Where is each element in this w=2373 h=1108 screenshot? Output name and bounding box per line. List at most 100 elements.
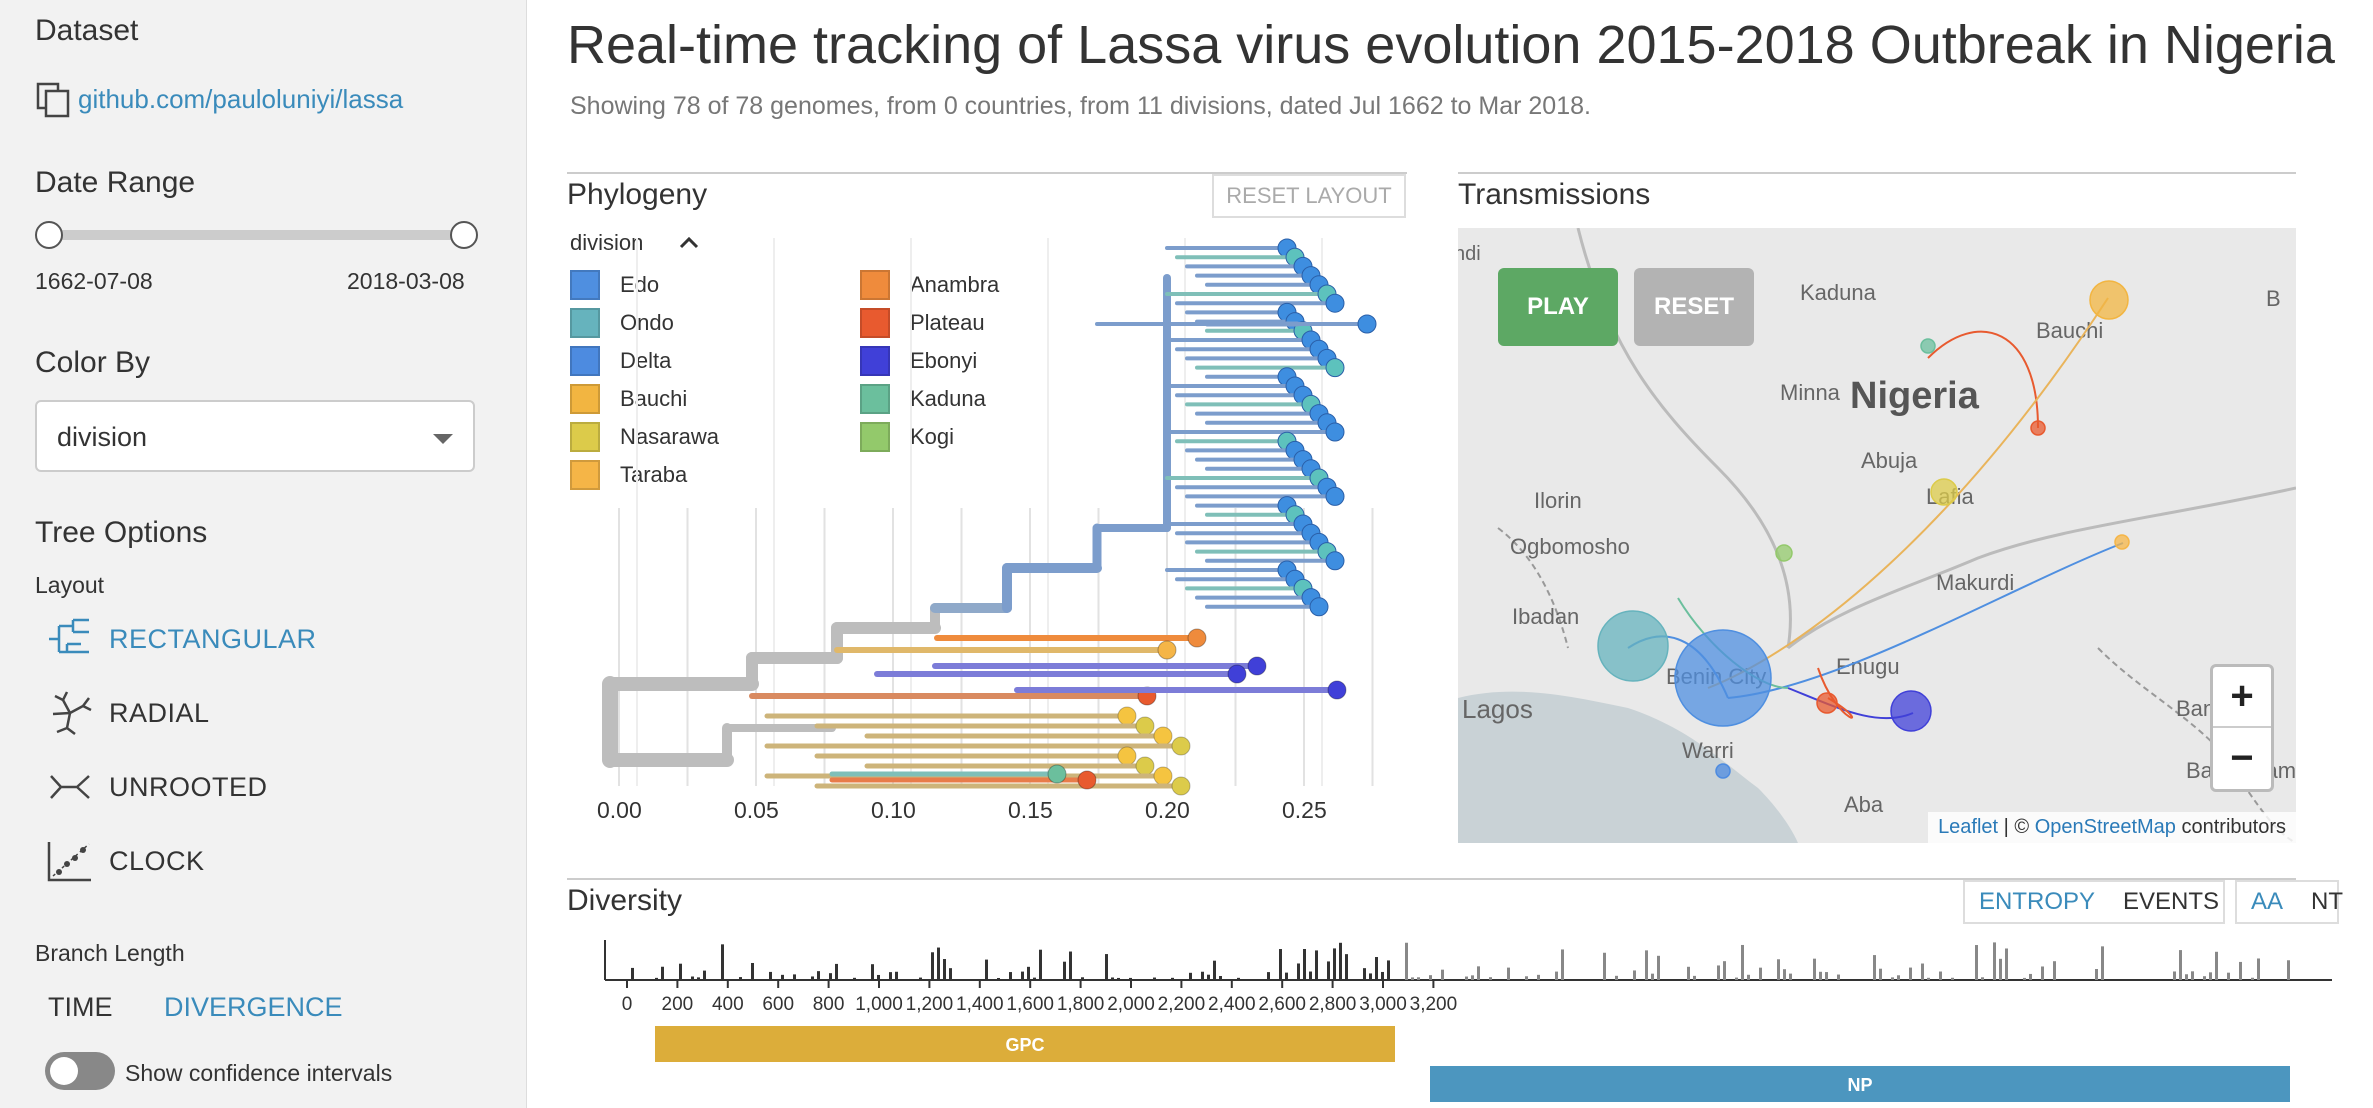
legend-label-bauchi[interactable]: Bauchi — [620, 386, 688, 411]
entropy-bar[interactable] — [1687, 966, 1690, 980]
entropy-bar[interactable] — [1387, 960, 1390, 980]
aa-option[interactable]: AA — [2251, 888, 2284, 915]
entropy-bar[interactable] — [1297, 963, 1300, 980]
zoom-out-button[interactable]: − — [2230, 736, 2254, 780]
legend-label-plateau[interactable]: Plateau — [910, 310, 985, 335]
map-location-circle[interactable] — [1930, 478, 1958, 506]
zoom-in-button[interactable]: + — [2213, 667, 2271, 728]
chevron-up-icon[interactable] — [678, 234, 700, 255]
entropy-bar[interactable] — [1939, 971, 1942, 980]
entropy-bar[interactable] — [1561, 949, 1564, 980]
entropy-bar[interactable] — [1723, 961, 1726, 980]
entropy-bar[interactable] — [2257, 958, 2260, 980]
entropy-bar[interactable] — [811, 976, 814, 980]
entropy-bar[interactable] — [1747, 974, 1750, 980]
map-location-circle[interactable] — [2114, 534, 2130, 550]
entropy-bar[interactable] — [1897, 975, 1900, 980]
entropy-bar[interactable] — [1201, 971, 1204, 980]
entropy-bar[interactable] — [1345, 954, 1348, 980]
tree-tip[interactable] — [1171, 736, 1191, 756]
tree-tip[interactable] — [1153, 726, 1173, 746]
map-location-circle[interactable] — [1890, 690, 1932, 732]
entropy-bar[interactable] — [1975, 945, 1978, 980]
entropy-bar[interactable] — [1717, 965, 1720, 980]
tree-tip[interactable] — [1171, 776, 1191, 796]
tree-tip[interactable] — [1357, 314, 1377, 334]
entropy-bar[interactable] — [1921, 963, 1924, 980]
entropy-bar[interactable] — [1063, 961, 1066, 980]
entropy-bar[interactable] — [1951, 977, 1954, 980]
entropy-bar[interactable] — [1837, 974, 1840, 980]
entropy-bar[interactable] — [2215, 951, 2218, 980]
entropy-bar[interactable] — [1339, 942, 1342, 980]
entropy-bar[interactable] — [2287, 960, 2290, 980]
entropy-bar[interactable] — [2227, 972, 2230, 980]
entropy-bar[interactable] — [817, 971, 820, 980]
entropy-bar[interactable] — [1489, 977, 1492, 980]
entropy-bar[interactable] — [1879, 968, 1882, 980]
entropy-bar[interactable] — [631, 967, 634, 980]
entropy-bar[interactable] — [895, 971, 898, 980]
tree-tip[interactable] — [1135, 716, 1155, 736]
entropy-bar[interactable] — [1315, 950, 1318, 980]
entropy-bar[interactable] — [1657, 955, 1660, 980]
entropy-bar[interactable] — [1033, 977, 1036, 980]
gene-gpc-block[interactable] — [655, 1026, 1395, 1062]
tree-tip[interactable] — [1325, 551, 1345, 571]
entropy-bar[interactable] — [1525, 976, 1528, 980]
entropy-bar[interactable] — [751, 962, 754, 980]
entropy-bar[interactable] — [1333, 948, 1336, 980]
entropy-bar[interactable] — [1369, 973, 1372, 980]
entropy-bar[interactable] — [793, 974, 796, 980]
entropy-bar[interactable] — [2185, 974, 2188, 980]
entropy-chart[interactable]: 0 200 400 600 800 1,000 1,200 1,400 1,600 1,800 2,… — [567, 928, 2347, 1108]
map-location-circle[interactable] — [1597, 610, 1669, 682]
entropy-bar[interactable] — [2095, 968, 2098, 980]
legend-label-kogi[interactable]: Kogi — [910, 424, 955, 449]
entropy-bar[interactable] — [937, 947, 940, 980]
entropy-bar[interactable] — [1081, 977, 1084, 980]
legend-swatch-ondo[interactable] — [570, 308, 600, 338]
entropy-bar[interactable] — [1555, 971, 1558, 980]
legend-label-anambra[interactable]: Anambra — [910, 272, 1000, 297]
tree-tip[interactable] — [1325, 422, 1345, 442]
entropy-bar[interactable] — [1267, 972, 1270, 980]
entropy-bar[interactable] — [1429, 975, 1432, 980]
entropy-bar[interactable] — [655, 977, 658, 980]
date-range-track[interactable] — [50, 230, 465, 240]
entropy-bar[interactable] — [2005, 948, 2008, 980]
entropy-bar[interactable] — [1759, 967, 1762, 980]
entropy-bar[interactable] — [1789, 973, 1792, 980]
entropy-bar[interactable] — [1891, 977, 1894, 980]
entropy-bar[interactable] — [1441, 969, 1444, 980]
tree-tip[interactable] — [1187, 628, 1207, 648]
legend-swatch-anambra[interactable] — [860, 270, 890, 300]
branch-divergence-option[interactable]: DIVERGENCE — [164, 992, 343, 1022]
date-range-end-handle[interactable] — [450, 221, 478, 249]
tree-tip[interactable] — [1047, 764, 1067, 784]
entropy-bar[interactable] — [2101, 946, 2104, 980]
entropy-bar[interactable] — [829, 973, 832, 980]
branch-time-option[interactable]: TIME — [48, 992, 113, 1022]
entropy-bar[interactable] — [1153, 977, 1156, 980]
map-location-circle[interactable] — [1920, 338, 1936, 354]
entropy-bar[interactable] — [1213, 960, 1216, 980]
tree-tip[interactable] — [1153, 766, 1173, 786]
entropy-bar[interactable] — [1477, 966, 1480, 980]
tree-tip[interactable] — [1135, 756, 1155, 776]
legend-swatch-kaduna[interactable] — [860, 384, 890, 414]
events-option[interactable]: EVENTS — [2123, 888, 2220, 915]
entropy-bar[interactable] — [1303, 948, 1306, 980]
entropy-bar[interactable] — [1693, 975, 1696, 980]
entropy-bar[interactable] — [1819, 971, 1822, 980]
entropy-bar[interactable] — [697, 977, 700, 980]
entropy-bar[interactable] — [1993, 942, 1996, 980]
tree-tip[interactable] — [1325, 358, 1345, 378]
entropy-bar[interactable] — [943, 959, 946, 980]
legend-swatch-edo[interactable] — [570, 270, 600, 300]
dataset-link[interactable]: github.com/pauloluniyi/lassa — [78, 84, 404, 114]
entropy-bar[interactable] — [1279, 949, 1282, 980]
entropy-bar[interactable] — [1129, 977, 1132, 980]
entropy-bar[interactable] — [691, 976, 694, 980]
layout-rectangular[interactable]: RECTANGULAR — [45, 614, 345, 664]
